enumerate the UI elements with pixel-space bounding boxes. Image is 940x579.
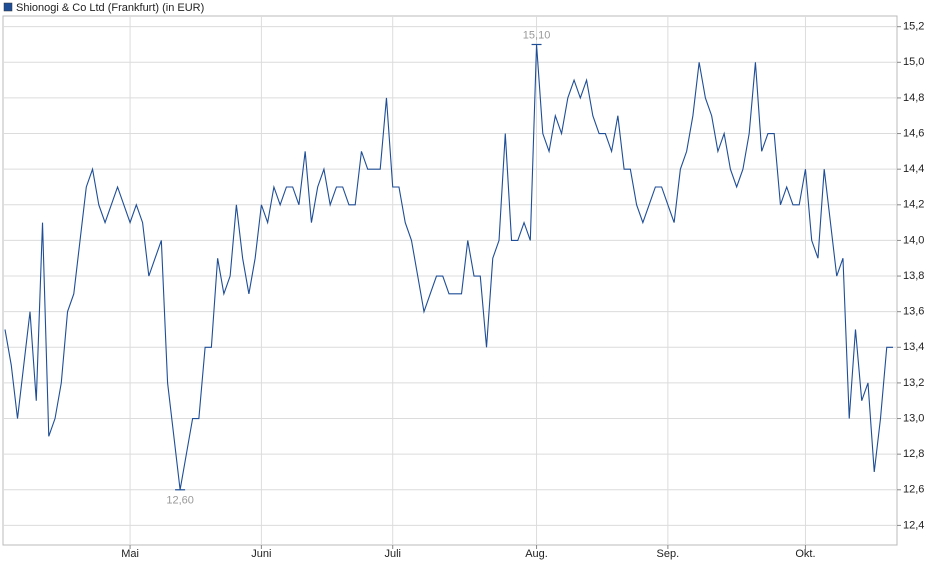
x-tick-label: Mai <box>121 548 139 560</box>
x-tick-label: Okt. <box>795 548 815 560</box>
value-label: 12,60 <box>166 495 194 507</box>
y-tick-label: 14,0 <box>903 234 924 246</box>
y-tick-label: 15,0 <box>903 56 924 68</box>
y-tick-label: 14,6 <box>903 127 924 139</box>
y-tick-label: 15,2 <box>903 21 924 33</box>
y-tick-label: 13,2 <box>903 377 924 389</box>
y-tick-label: 13,0 <box>903 412 924 424</box>
x-tick-label: Juli <box>384 548 401 560</box>
legend-swatch <box>3 2 13 12</box>
y-tick-label: 12,8 <box>903 448 924 460</box>
x-tick-label: Juni <box>251 548 271 560</box>
legend-label: Shionogi & Co Ltd (Frankfurt) (in EUR) <box>16 2 204 14</box>
price-line <box>4 44 893 490</box>
y-tick-label: 12,6 <box>903 484 924 496</box>
y-tick-label: 14,8 <box>903 92 924 104</box>
plot-frame <box>2 15 898 546</box>
y-tick-label: 12,4 <box>903 519 924 531</box>
x-tick-label: Aug. <box>525 548 548 560</box>
y-tick-label: 14,2 <box>903 199 924 211</box>
x-tick-label: Sep. <box>657 548 680 560</box>
y-tick-label: 13,8 <box>903 270 924 282</box>
y-tick-label: 13,4 <box>903 341 924 353</box>
value-label: 15,10 <box>523 29 551 41</box>
y-tick-label: 13,6 <box>903 306 924 318</box>
y-tick-label: 14,4 <box>903 163 924 175</box>
